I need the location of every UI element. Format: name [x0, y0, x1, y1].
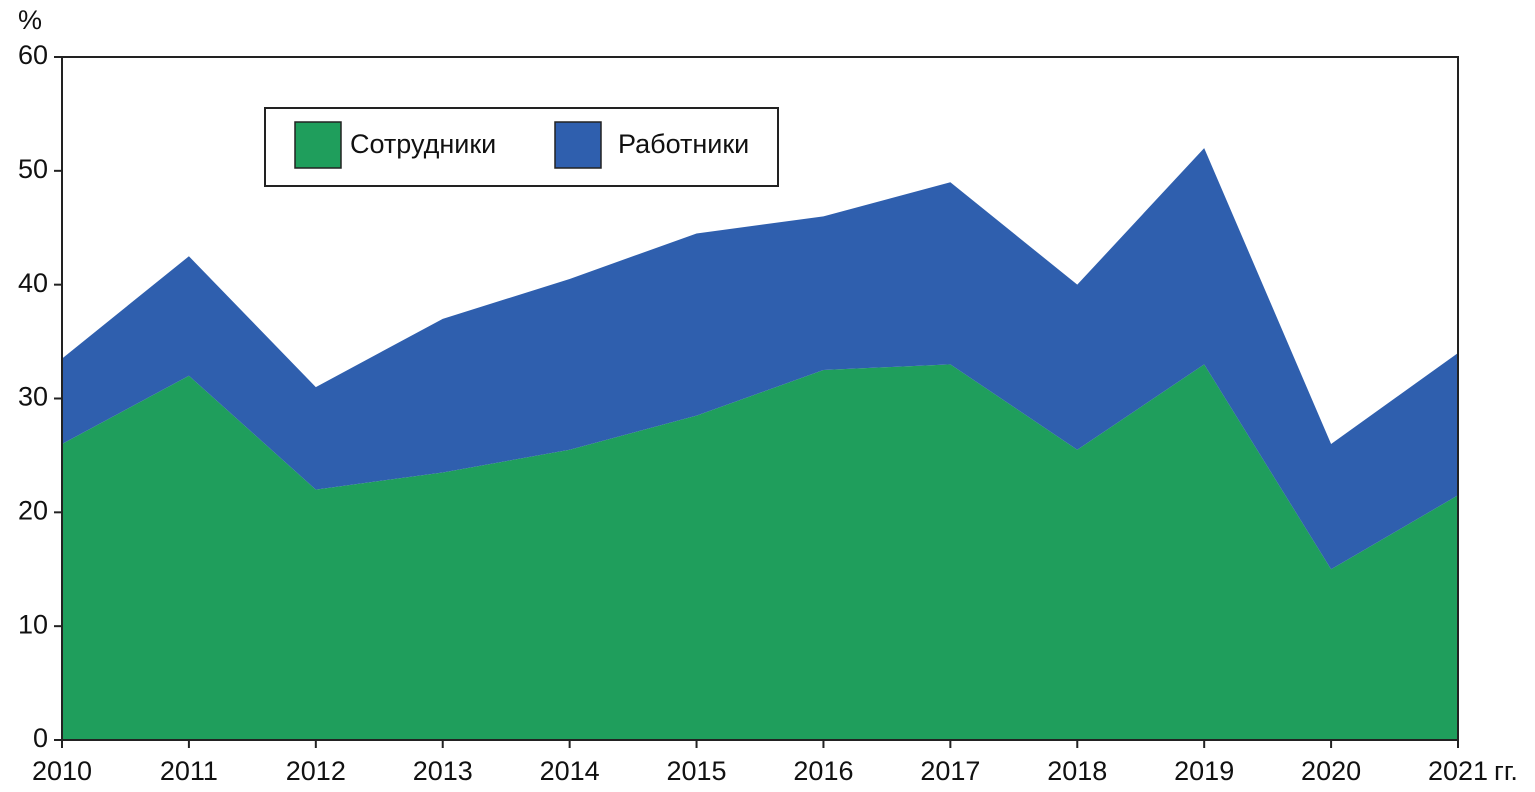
x-tick-label: 2013 [413, 756, 473, 786]
x-tick-label: 2016 [793, 756, 853, 786]
area [62, 364, 1458, 740]
x-tick-label: 2014 [540, 756, 600, 786]
x-tick-label: 2015 [667, 756, 727, 786]
x-tick-label: 2019 [1174, 756, 1234, 786]
y-tick-label: 30 [18, 382, 48, 412]
legend-swatch [294, 121, 342, 169]
x-tick-label: 2018 [1047, 756, 1107, 786]
y-tick-label: 40 [18, 268, 48, 298]
y-tick-label: 0 [33, 723, 48, 753]
y-tick-label: 20 [18, 495, 48, 525]
legend-box [264, 107, 779, 187]
x-tick-label: 2011 [160, 756, 218, 786]
area [62, 148, 1458, 570]
x-tick-label: 2021 [1428, 756, 1488, 786]
legend-label: Сотрудники [350, 129, 496, 159]
x-tick-label: 2010 [32, 756, 92, 786]
y-tick-label: 50 [18, 154, 48, 184]
x-axis-label: гг. [1494, 756, 1518, 786]
legend-label: Работники [618, 129, 749, 159]
y-axis-label: % [18, 5, 42, 35]
x-tick-label: 2012 [286, 756, 346, 786]
y-tick-label: 10 [18, 609, 48, 639]
y-tick-label: 60 [18, 40, 48, 70]
x-tick-label: 2020 [1301, 756, 1361, 786]
legend-swatch [554, 121, 602, 169]
x-tick-label: 2017 [920, 756, 980, 786]
